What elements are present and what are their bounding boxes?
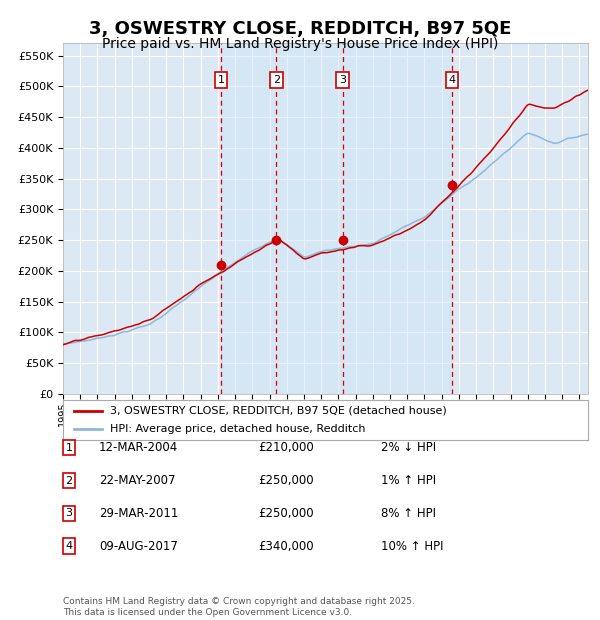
Text: £340,000: £340,000 <box>258 540 314 552</box>
Text: 2% ↓ HPI: 2% ↓ HPI <box>381 441 436 454</box>
Text: 3: 3 <box>65 508 73 518</box>
Text: 2: 2 <box>273 75 280 86</box>
Text: £210,000: £210,000 <box>258 441 314 454</box>
Text: HPI: Average price, detached house, Redditch: HPI: Average price, detached house, Redd… <box>110 424 366 435</box>
Text: 10% ↑ HPI: 10% ↑ HPI <box>381 540 443 552</box>
Text: 4: 4 <box>65 541 73 551</box>
Text: 1: 1 <box>218 75 224 86</box>
Text: 29-MAR-2011: 29-MAR-2011 <box>99 507 178 520</box>
Text: £250,000: £250,000 <box>258 474 314 487</box>
Text: 8% ↑ HPI: 8% ↑ HPI <box>381 507 436 520</box>
Text: Price paid vs. HM Land Registry's House Price Index (HPI): Price paid vs. HM Land Registry's House … <box>102 37 498 51</box>
Text: Contains HM Land Registry data © Crown copyright and database right 2025.
This d: Contains HM Land Registry data © Crown c… <box>63 598 415 617</box>
Text: 3: 3 <box>339 75 346 86</box>
Text: 4: 4 <box>448 75 455 86</box>
Text: 1: 1 <box>65 443 73 453</box>
Text: 3, OSWESTRY CLOSE, REDDITCH, B97 5QE (detached house): 3, OSWESTRY CLOSE, REDDITCH, B97 5QE (de… <box>110 405 447 416</box>
Bar <box>221 43 452 394</box>
Text: 2: 2 <box>65 476 73 485</box>
Text: 3, OSWESTRY CLOSE, REDDITCH, B97 5QE: 3, OSWESTRY CLOSE, REDDITCH, B97 5QE <box>89 20 511 38</box>
Text: 12-MAR-2004: 12-MAR-2004 <box>99 441 178 454</box>
Text: 09-AUG-2017: 09-AUG-2017 <box>99 540 178 552</box>
Text: 22-MAY-2007: 22-MAY-2007 <box>99 474 176 487</box>
Text: 1% ↑ HPI: 1% ↑ HPI <box>381 474 436 487</box>
Text: £250,000: £250,000 <box>258 507 314 520</box>
